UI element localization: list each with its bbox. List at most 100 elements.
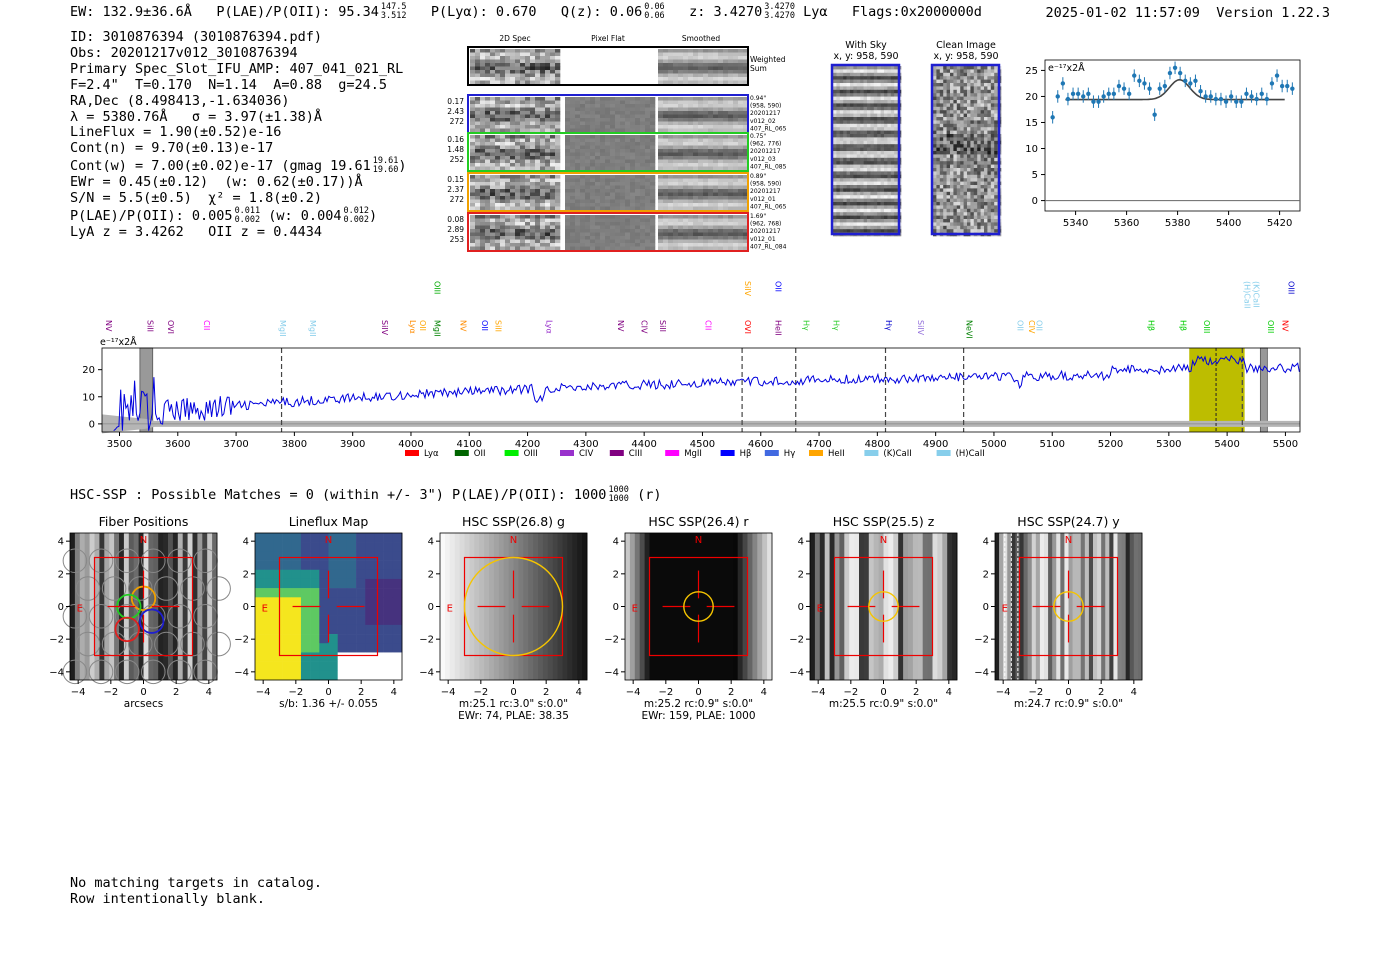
pixel bbox=[943, 83, 947, 87]
pixel bbox=[550, 66, 556, 71]
pixel bbox=[555, 49, 561, 53]
pixel bbox=[555, 185, 561, 190]
pixel bbox=[953, 96, 958, 101]
pixel bbox=[480, 156, 486, 160]
pixel bbox=[839, 205, 844, 210]
pixel bbox=[939, 76, 944, 80]
pixel bbox=[575, 196, 581, 200]
pixel bbox=[843, 144, 847, 148]
pixel bbox=[490, 246, 496, 251]
pixel bbox=[863, 164, 868, 169]
pixel bbox=[520, 203, 526, 207]
pixel bbox=[877, 157, 881, 162]
pixel bbox=[668, 152, 674, 157]
pixel bbox=[933, 140, 937, 145]
pixel bbox=[708, 185, 714, 190]
pixel bbox=[846, 195, 851, 199]
pixel bbox=[833, 185, 837, 189]
pixel bbox=[887, 134, 892, 138]
pixel bbox=[728, 163, 734, 167]
pixel bbox=[500, 121, 506, 126]
pixel bbox=[535, 73, 541, 78]
pixel bbox=[853, 212, 858, 216]
pixel bbox=[894, 164, 898, 169]
pixel bbox=[683, 56, 689, 60]
pixel bbox=[595, 246, 601, 251]
pixel bbox=[733, 63, 739, 67]
pixel bbox=[590, 125, 596, 129]
pixel bbox=[658, 52, 664, 57]
pixel bbox=[615, 107, 621, 112]
pixel bbox=[887, 222, 892, 227]
spec-line-label: SiII bbox=[146, 320, 155, 332]
pixel bbox=[894, 225, 898, 230]
pixel bbox=[850, 103, 854, 108]
pixel bbox=[950, 93, 954, 97]
pixel bbox=[688, 163, 694, 167]
pixel bbox=[856, 164, 861, 169]
pixel bbox=[894, 106, 898, 111]
pixel bbox=[963, 181, 968, 186]
pixel bbox=[933, 181, 937, 186]
pixel bbox=[946, 157, 951, 162]
pixel bbox=[980, 154, 985, 159]
pixel bbox=[485, 128, 491, 133]
pixel bbox=[545, 138, 551, 143]
pixel bbox=[870, 171, 875, 176]
pixel bbox=[505, 236, 511, 240]
pixel bbox=[585, 189, 591, 193]
pixel bbox=[595, 166, 601, 171]
pixel bbox=[939, 103, 944, 108]
pixel bbox=[846, 229, 851, 233]
pixel bbox=[894, 100, 898, 104]
pixel bbox=[977, 144, 981, 148]
pixel bbox=[545, 128, 551, 133]
pixel bbox=[856, 96, 861, 101]
pixel bbox=[853, 178, 858, 182]
pixel bbox=[836, 171, 841, 176]
row-0-smooth bbox=[658, 97, 749, 133]
pixel bbox=[970, 188, 975, 193]
row-stat: 0.16 bbox=[447, 135, 464, 144]
pixel bbox=[650, 215, 656, 219]
pixel bbox=[530, 149, 536, 153]
pixel bbox=[877, 191, 881, 196]
pixel bbox=[846, 151, 851, 155]
pixel bbox=[956, 198, 961, 203]
pixel bbox=[887, 198, 892, 203]
pixel bbox=[570, 159, 576, 164]
pixel bbox=[703, 100, 709, 105]
pixel bbox=[490, 118, 496, 122]
pixel bbox=[530, 156, 536, 160]
pixel bbox=[894, 134, 898, 138]
pixel bbox=[605, 107, 611, 112]
pixel bbox=[733, 121, 739, 126]
pixel bbox=[850, 202, 854, 206]
pixel bbox=[605, 104, 611, 108]
pixel bbox=[698, 206, 704, 211]
pixel bbox=[833, 191, 837, 196]
pixel bbox=[570, 246, 576, 251]
pixel bbox=[723, 229, 729, 233]
pixel bbox=[485, 243, 491, 247]
pixel bbox=[673, 111, 679, 115]
pixel bbox=[733, 111, 739, 115]
pixel bbox=[936, 202, 941, 206]
pixel bbox=[673, 52, 679, 57]
pixel bbox=[525, 175, 531, 179]
pixel bbox=[683, 111, 689, 115]
pixel bbox=[698, 63, 704, 67]
version: Version 1.22.3 bbox=[1216, 5, 1330, 21]
pixel bbox=[867, 103, 871, 108]
pixel bbox=[683, 114, 689, 119]
pixel bbox=[960, 154, 964, 159]
pixel bbox=[570, 114, 576, 119]
pixel bbox=[615, 97, 621, 101]
pixel bbox=[970, 137, 975, 142]
pixel bbox=[605, 232, 611, 237]
pixel bbox=[575, 236, 581, 240]
pixel bbox=[963, 140, 968, 145]
pixel bbox=[550, 107, 556, 112]
pixel bbox=[890, 171, 895, 176]
pixel bbox=[939, 181, 944, 186]
